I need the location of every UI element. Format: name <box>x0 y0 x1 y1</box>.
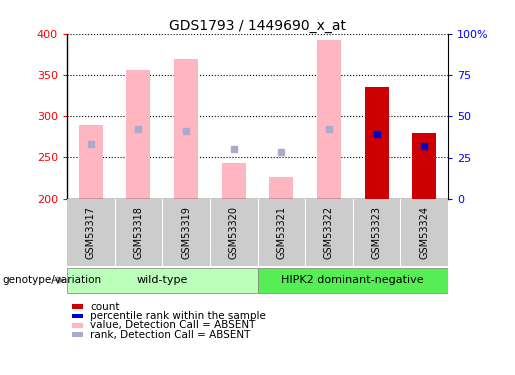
Bar <box>258 268 448 293</box>
Bar <box>413 133 436 199</box>
Text: count: count <box>90 302 119 312</box>
Bar <box>79 124 102 199</box>
Text: value, Detection Call = ABSENT: value, Detection Call = ABSENT <box>90 320 255 330</box>
Text: percentile rank within the sample: percentile rank within the sample <box>90 311 266 321</box>
Bar <box>174 58 198 199</box>
Bar <box>317 39 341 199</box>
Text: GSM53323: GSM53323 <box>372 206 382 259</box>
Title: GDS1793 / 1449690_x_at: GDS1793 / 1449690_x_at <box>169 19 346 33</box>
Bar <box>67 268 258 293</box>
Bar <box>365 87 388 199</box>
Bar <box>127 70 150 199</box>
Text: GSM53318: GSM53318 <box>133 206 143 259</box>
Bar <box>222 163 246 199</box>
Text: genotype/variation: genotype/variation <box>3 275 101 285</box>
Text: wild-type: wild-type <box>136 275 188 285</box>
Text: GSM53317: GSM53317 <box>86 206 96 259</box>
Text: HIPK2 dominant-negative: HIPK2 dominant-negative <box>282 275 424 285</box>
Text: GSM53320: GSM53320 <box>229 206 238 259</box>
Text: GSM53321: GSM53321 <box>277 206 286 259</box>
Text: rank, Detection Call = ABSENT: rank, Detection Call = ABSENT <box>90 330 250 340</box>
Text: GSM53322: GSM53322 <box>324 206 334 259</box>
Text: GSM53324: GSM53324 <box>419 206 429 259</box>
Bar <box>269 177 293 199</box>
Text: GSM53319: GSM53319 <box>181 206 191 259</box>
